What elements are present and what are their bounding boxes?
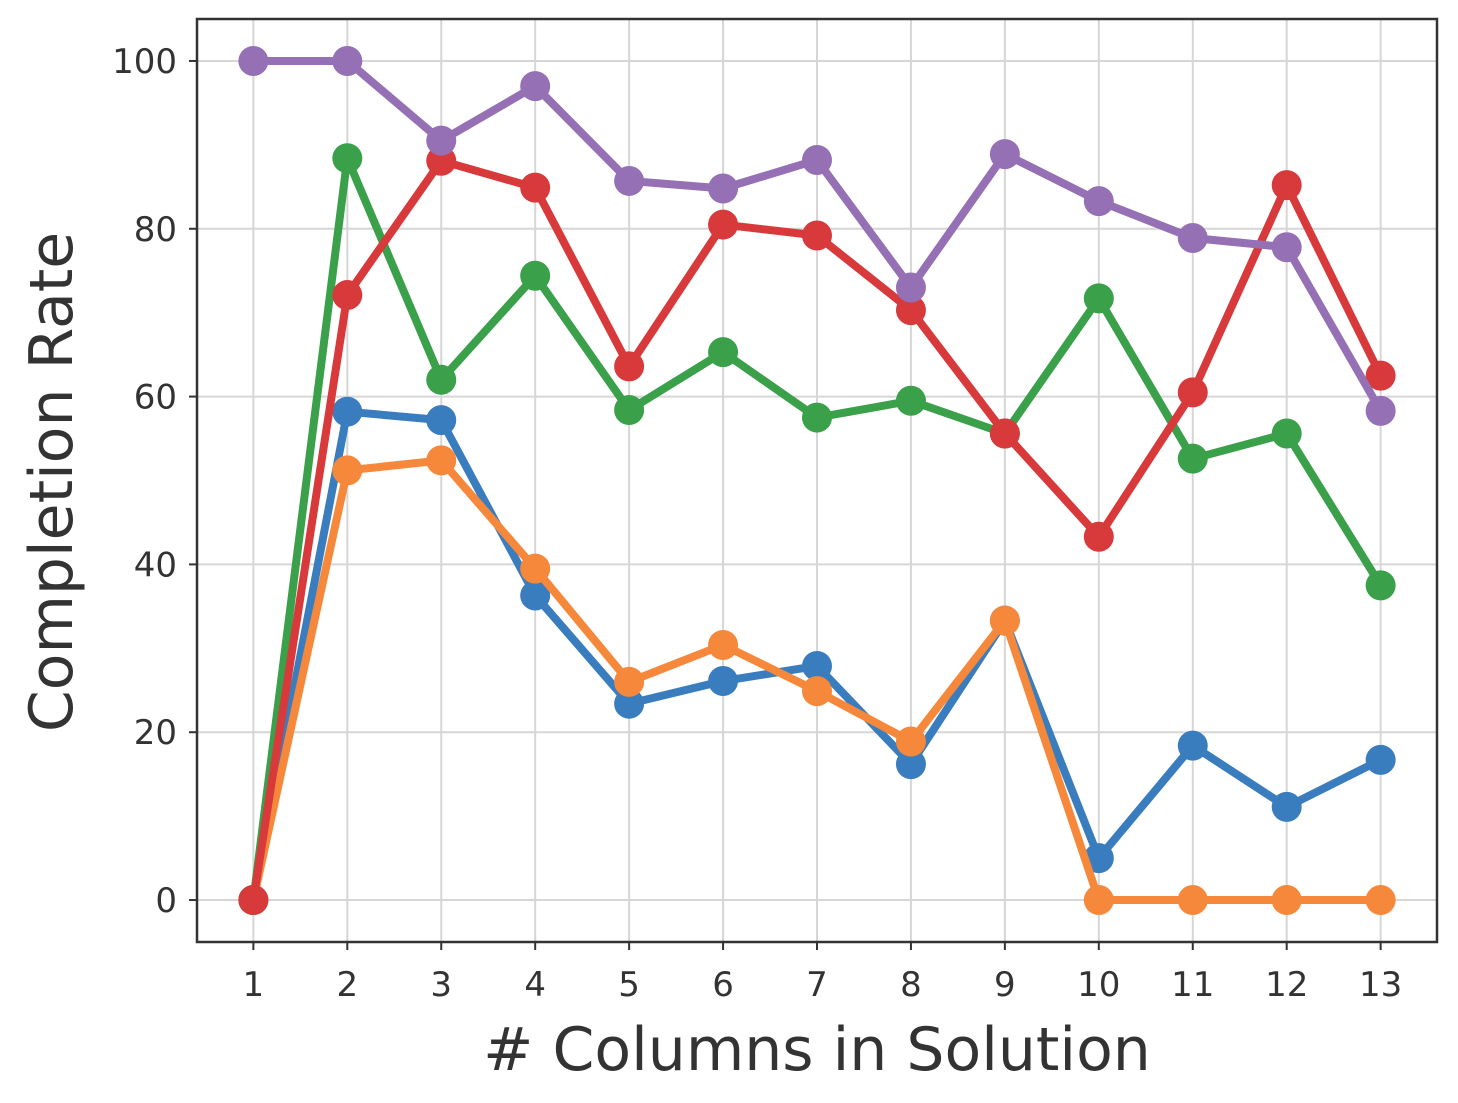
data-point xyxy=(1083,521,1114,552)
data-point xyxy=(708,666,739,697)
data-point xyxy=(1083,186,1114,217)
data-point xyxy=(332,280,363,311)
x-tick-label: 5 xyxy=(618,965,640,1005)
data-point xyxy=(614,666,645,697)
series-1 xyxy=(238,396,1396,916)
data-point xyxy=(1177,223,1208,254)
series-5 xyxy=(238,45,1396,426)
x-tick-label: 9 xyxy=(994,965,1016,1005)
series-group xyxy=(238,45,1396,916)
data-point xyxy=(1177,730,1208,761)
data-point xyxy=(802,402,832,433)
data-point xyxy=(895,749,926,780)
data-point xyxy=(332,143,363,174)
x-tick-label: 6 xyxy=(712,965,734,1005)
data-point xyxy=(238,45,269,76)
data-point xyxy=(1365,744,1396,775)
data-point xyxy=(426,405,457,436)
data-point xyxy=(989,139,1020,170)
data-point xyxy=(520,260,551,291)
x-tick-label: 8 xyxy=(900,965,922,1005)
data-point xyxy=(708,629,739,660)
data-point xyxy=(520,172,551,203)
series-2 xyxy=(238,445,1396,916)
data-point xyxy=(989,605,1020,636)
data-point xyxy=(1365,885,1396,916)
y-tick-label: 0 xyxy=(155,881,177,921)
data-point xyxy=(614,351,645,382)
data-point xyxy=(1177,885,1208,916)
data-point xyxy=(1083,885,1114,916)
data-point xyxy=(1365,395,1396,426)
data-point xyxy=(238,885,269,916)
y-tick-label: 40 xyxy=(134,545,177,585)
data-point xyxy=(332,455,363,486)
x-tick-label: 7 xyxy=(806,965,828,1005)
data-point xyxy=(895,295,926,326)
data-point xyxy=(1365,360,1396,391)
data-point xyxy=(895,726,926,757)
data-point xyxy=(1271,791,1302,822)
data-point xyxy=(802,144,832,175)
data-point xyxy=(802,676,832,707)
x-tick-label: 11 xyxy=(1171,965,1214,1005)
data-point xyxy=(614,165,645,196)
x-tick-label: 13 xyxy=(1359,965,1402,1005)
x-tick-label: 3 xyxy=(430,965,452,1005)
y-tick-label: 100 xyxy=(112,42,177,82)
data-point xyxy=(426,364,457,395)
data-point xyxy=(708,337,739,368)
data-point xyxy=(614,395,645,426)
data-point xyxy=(520,71,551,102)
y-axis-title: Completion Rate xyxy=(17,232,87,732)
data-point xyxy=(989,418,1020,449)
data-point xyxy=(1271,170,1302,201)
y-tick-label: 60 xyxy=(134,378,177,418)
x-tick-label: 10 xyxy=(1077,965,1120,1005)
data-point xyxy=(332,45,363,76)
data-point xyxy=(1271,232,1302,263)
data-point xyxy=(1177,443,1208,474)
data-point xyxy=(1365,570,1396,601)
data-point xyxy=(426,125,457,156)
data-point xyxy=(708,173,739,204)
data-point xyxy=(1271,885,1302,916)
x-tick-label: 4 xyxy=(524,965,546,1005)
y-tick-label: 80 xyxy=(134,210,177,250)
data-point xyxy=(895,272,926,303)
x-tick-label: 12 xyxy=(1265,965,1308,1005)
data-point xyxy=(614,688,645,719)
data-point xyxy=(895,385,926,416)
data-point xyxy=(520,553,551,584)
x-axis-ticks: 1 2 3 4 5 6 7 8 9 10 11 12 13 xyxy=(243,942,1402,1005)
data-point xyxy=(520,580,551,611)
data-point xyxy=(708,209,739,240)
data-point xyxy=(1177,377,1208,408)
data-point xyxy=(426,445,457,476)
data-point xyxy=(1083,283,1114,314)
data-point xyxy=(1271,418,1302,449)
x-tick-label: 1 xyxy=(243,965,265,1005)
data-point xyxy=(802,220,832,251)
data-point xyxy=(802,650,832,681)
series-3 xyxy=(238,143,1396,916)
y-tick-label: 20 xyxy=(134,713,177,753)
data-point xyxy=(332,396,363,427)
y-axis-ticks: 0 20 40 60 80 100 xyxy=(112,42,197,921)
x-tick-label: 2 xyxy=(336,965,358,1005)
x-axis-title: # Columns in Solution xyxy=(483,1015,1151,1085)
